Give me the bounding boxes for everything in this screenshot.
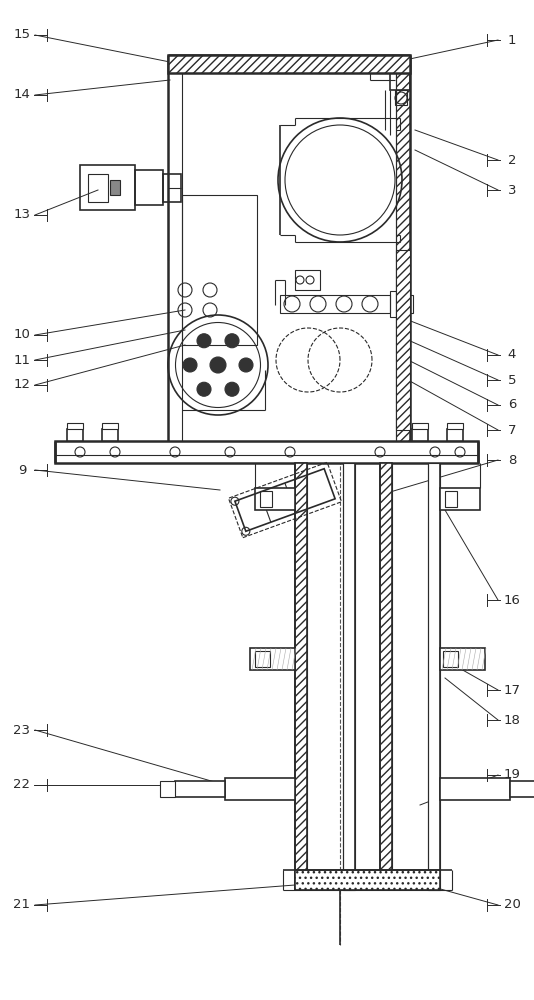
Bar [182,195,257,345]
Bar [447,423,463,429]
Text: 19: 19 [504,768,521,782]
Bar [443,651,458,667]
Text: 15: 15 [13,28,30,41]
Text: 8: 8 [508,454,516,466]
Bar [447,429,463,441]
Circle shape [197,334,211,348]
Bar [102,423,118,429]
Text: 6: 6 [508,398,516,412]
Bar [440,778,510,800]
Bar [510,781,534,797]
Text: 7: 7 [508,424,516,436]
Text: 13: 13 [13,209,30,222]
Circle shape [183,358,197,372]
Bar [250,648,295,670]
Circle shape [225,334,239,348]
Bar [396,250,410,430]
Text: 11: 11 [13,354,30,366]
Text: 5: 5 [508,373,516,386]
Text: 1: 1 [508,33,516,46]
Bar [405,295,413,313]
Bar [396,73,410,460]
Bar [445,491,457,507]
Bar [110,180,120,195]
Bar [255,651,270,667]
Bar [88,174,108,202]
Bar [412,423,428,429]
Text: 9: 9 [18,464,26,477]
Bar [295,270,320,290]
Bar [255,488,295,510]
Circle shape [210,357,226,373]
Text: 14: 14 [13,89,30,102]
Text: 18: 18 [504,714,521,726]
Bar [55,441,478,463]
Text: 16: 16 [504,593,521,606]
Bar [175,781,225,797]
Bar [260,491,272,507]
Bar [428,463,440,890]
Bar [67,423,83,429]
Bar [67,429,83,441]
Text: 17: 17 [504,684,521,696]
Bar [102,429,118,441]
Text: 21: 21 [13,898,30,912]
Bar [390,60,410,90]
Text: 23: 23 [13,724,30,736]
Text: 4: 4 [508,349,516,361]
Bar [295,870,440,890]
Bar [168,55,410,73]
Bar [80,165,135,210]
Text: 20: 20 [504,898,521,912]
Bar [380,463,392,890]
Bar [440,648,485,670]
Bar [295,463,307,890]
Circle shape [197,382,211,396]
Bar [390,291,405,317]
Circle shape [225,382,239,396]
Bar [225,778,295,800]
Bar [280,295,390,313]
Circle shape [239,358,253,372]
Bar [135,170,163,205]
Bar [395,90,407,105]
Bar [163,174,181,202]
Text: 10: 10 [13,328,30,342]
Circle shape [297,489,303,495]
Bar [440,488,480,510]
Bar [412,429,428,441]
Text: 22: 22 [13,778,30,792]
Text: 12: 12 [13,378,30,391]
Text: 3: 3 [508,184,516,196]
Bar [160,781,175,797]
Text: 2: 2 [508,153,516,166]
Bar [343,463,355,890]
